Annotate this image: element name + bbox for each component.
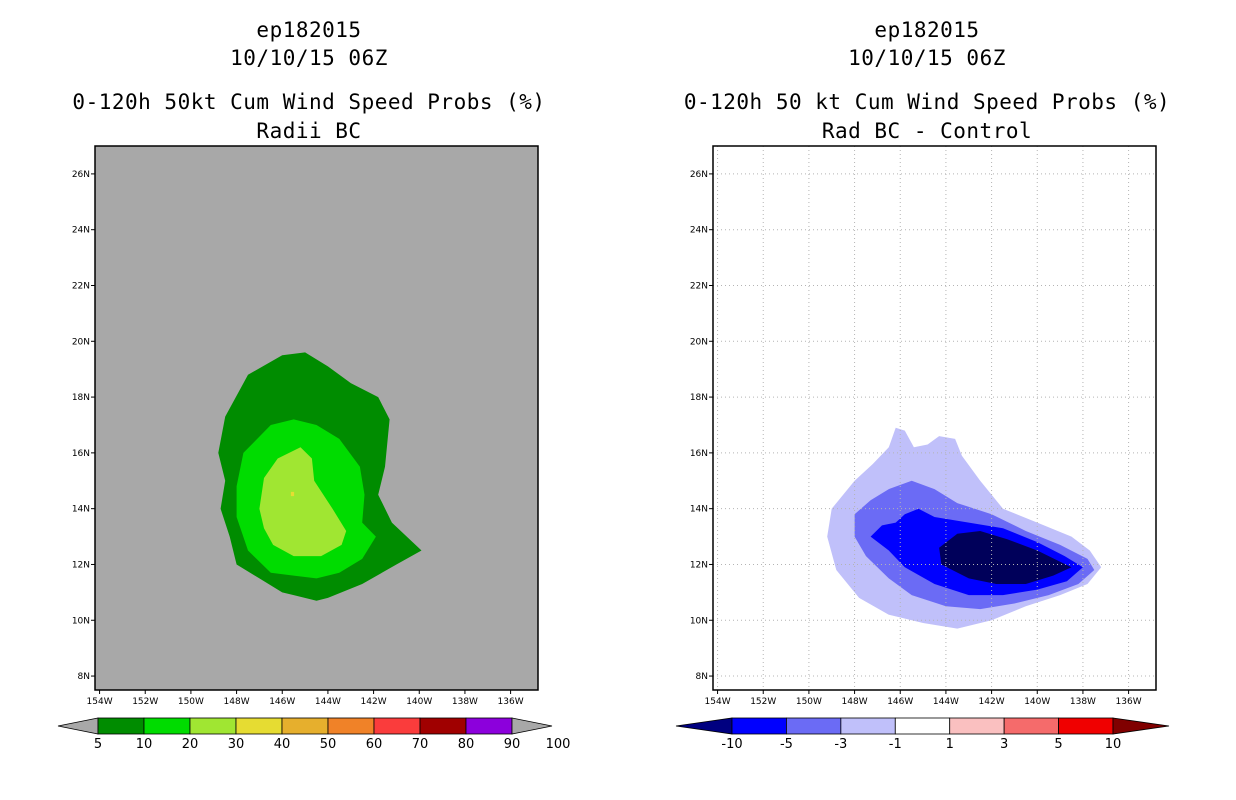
colorbar-box [419,717,467,735]
y-tick-label: 12N [690,560,708,570]
colorbar-high-triangle [511,717,553,735]
panel-rad-bc-control: ep182015 10/10/15 06Z 0-120h 50 kt Cum W… [618,0,1236,800]
colorbar-label: 70 [412,737,429,752]
x-tick-label: 154W [87,697,113,707]
contour-level-20 [259,447,347,557]
y-tick-label: 22N [72,281,90,291]
chart-subtitle: Radii BC [256,119,362,143]
colorbar-box [894,717,951,735]
chart-title: 0-120h 50 kt Cum Wind Speed Probs (%) [683,90,1171,114]
colorbar-box [189,717,237,735]
y-tick-label: 24N [690,226,708,236]
colorbar-box [97,717,145,735]
x-tick-label: 146W [887,697,913,707]
storm-id: ep182015 [256,18,362,42]
colorbar-label: 50 [320,737,337,752]
x-tick-label: 154W [705,697,731,707]
contour-level-neg10 [939,531,1072,584]
colorbar-label: 40 [274,737,291,752]
x-tick-label: 148W [224,697,250,707]
x-tick-label: 140W [406,697,432,707]
colorbar-box [465,717,513,735]
colorbar-box [281,717,329,735]
chart-title: 0-120h 50kt Cum Wind Speed Probs (%) [72,90,546,114]
y-tick-label: 22N [690,281,708,291]
x-tick-label: 142W [979,697,1005,707]
colorbar-label: -5 [780,737,793,752]
colorbar-box [235,717,283,735]
y-tick-label: 18N [690,393,708,403]
x-tick-label: 144W [933,697,959,707]
date-time: 10/10/15 06Z [848,46,1006,70]
colorbar-high-triangle [1112,717,1170,735]
x-tick-label: 150W [178,697,204,707]
contour-group [218,352,422,601]
y-tick-label: 24N [72,226,90,236]
chart-subtitle: Rad BC - Control [821,119,1033,143]
colorbar-label: 3 [1000,737,1008,752]
colorbar-box [1003,717,1059,735]
colorbar-label: 1 [946,737,954,752]
x-tick-label: 140W [1024,697,1050,707]
y-tick-label: 16N [690,449,708,459]
colorbar-label: -3 [834,737,847,752]
colorbar-label: 30 [228,737,245,752]
x-tick-label: 152W [750,697,776,707]
y-tick-label: 18N [72,393,90,403]
x-tick-label: 144W [315,697,341,707]
y-tick-label: 16N [72,449,90,459]
x-tick-label: 148W [842,697,868,707]
x-tick-label: 138W [1070,697,1096,707]
colorbar-label: 20 [182,737,199,752]
colorbar-box [786,717,842,735]
contour-level-30 [290,491,295,497]
colorbar-label: 5 [1054,737,1062,752]
colorbar-box [840,717,896,735]
colorbar-low-triangle [57,717,99,735]
x-tick-label: 146W [269,697,295,707]
colorbar-box [143,717,191,735]
colorbar-label: 90 [504,737,521,752]
colorbar-box [1058,717,1114,735]
panel-radii-bc: ep182015 10/10/15 06Z 0-120h 50kt Cum Wi… [57,18,571,752]
y-tick-label: 8N [78,672,90,682]
contour-group [827,427,1102,629]
y-tick-label: 14N [690,505,708,515]
colorbar-label: -1 [889,737,902,752]
x-tick-label: 152W [132,697,158,707]
colorbar-label: 10 [1105,737,1122,752]
colorbar-low-triangle [675,717,733,735]
map-plot-radii-bc: 154W 152W 150W 148W 146W 144W 142W 140W 138W 136W… [57,145,571,752]
plot-frame [94,145,539,691]
y-tick-label: 10N [72,616,90,626]
storm-id: ep182015 [874,18,980,42]
x-tick-label: 142W [361,697,387,707]
x-tick-label: 136W [1116,697,1142,707]
y-tick-label: 14N [72,505,90,515]
y-tick-label: 26N [690,170,708,180]
y-tick-label: 26N [72,170,90,180]
colorbar-label: 10 [136,737,153,752]
x-tick-label: 150W [796,697,822,707]
colorbar-box [327,717,375,735]
y-tick-label: 20N [690,337,708,347]
colorbar-box [731,717,787,735]
y-tick-label: 10N [690,616,708,626]
colorbar-box [949,717,1005,735]
y-tick-label: 20N [72,337,90,347]
x-tick-label: 138W [452,697,478,707]
colorbar-box [373,717,421,735]
x-tick-label: 136W [498,697,524,707]
y-tick-label: 12N [72,560,90,570]
colorbar-label: 80 [458,737,475,752]
colorbar-label: 100 [546,737,571,752]
plot-frame [712,145,1157,691]
date-time: 10/10/15 06Z [230,46,388,70]
y-tick-label: 8N [696,672,708,682]
colorbar-label: 5 [94,737,102,752]
colorbar-label: -10 [721,737,742,752]
map-plot-rad-bc-control: 154W 152W 150W 148W 146W 144W 142W 140W 138W 136W… [675,145,1170,752]
colorbar-label: 60 [366,737,383,752]
